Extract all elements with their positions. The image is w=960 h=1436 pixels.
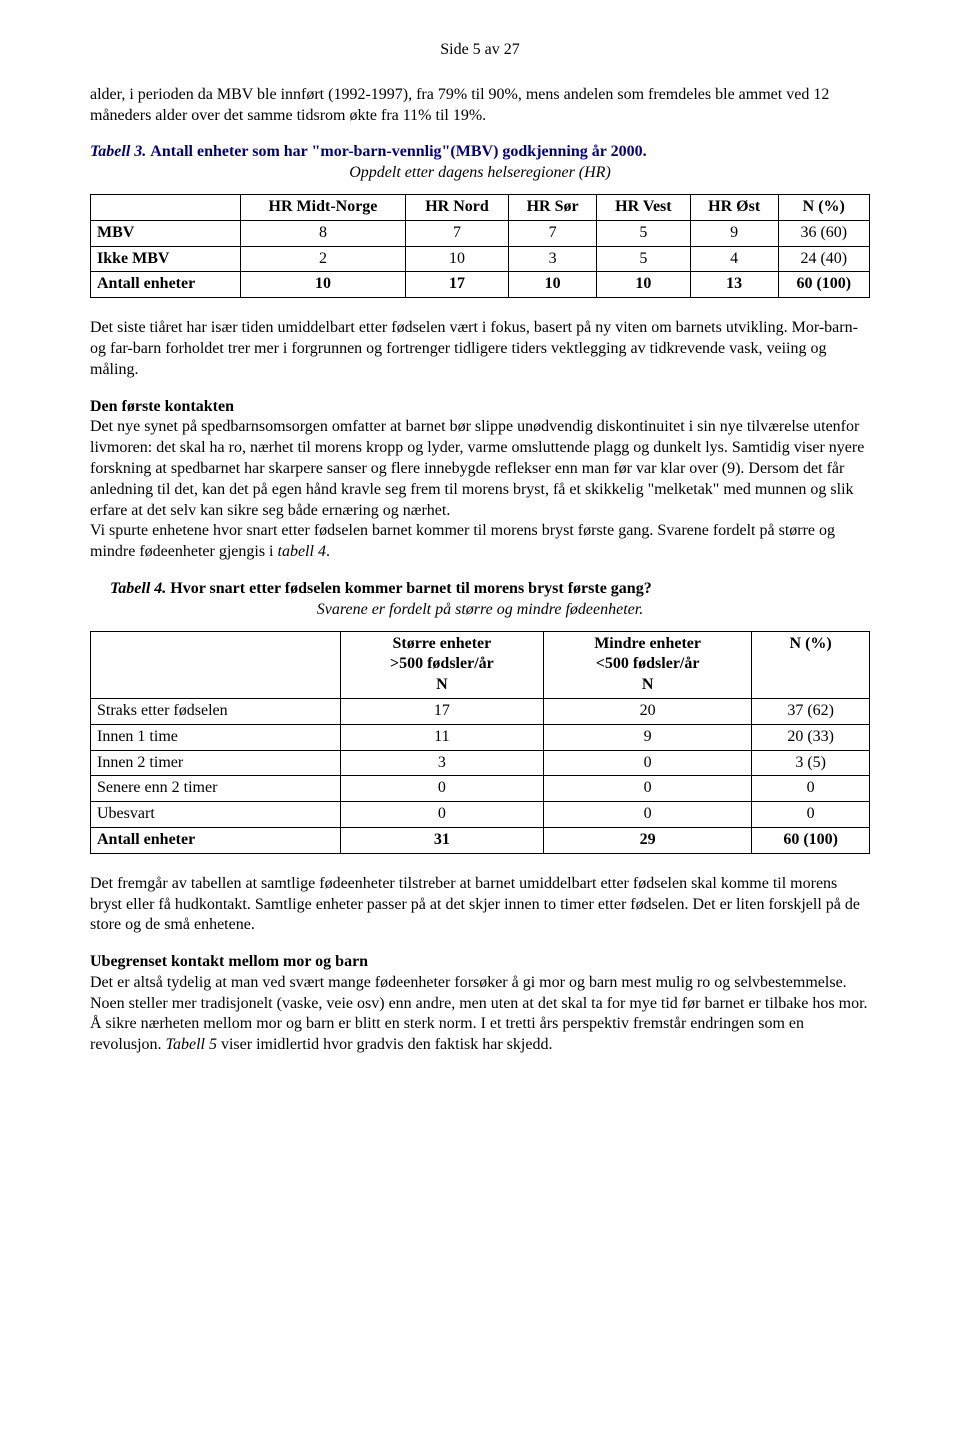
table3-header-row: HR Midt-Norge HR Nord HR Sør HR Vest HR …	[91, 194, 870, 220]
table4-cell: 37 (62)	[752, 698, 870, 724]
table3-cell: 3	[509, 246, 597, 272]
table3-cell: Antall enheter	[91, 272, 241, 298]
table4-cell: Senere enn 2 timer	[91, 776, 341, 802]
table4-cell: 31	[340, 827, 543, 853]
table4-cell: 3	[340, 750, 543, 776]
table4-cell: 0	[752, 776, 870, 802]
table4-cell: 0	[543, 802, 751, 828]
table4-cell: 0	[340, 776, 543, 802]
table4-cell: Antall enheter	[91, 827, 341, 853]
table3-title: Antall enheter som har "mor-barn-vennlig…	[150, 143, 646, 160]
section3-p-italic: Tabell 5	[166, 1036, 217, 1053]
table4-cell: 60 (100)	[752, 827, 870, 853]
table4-cell: Innen 2 timer	[91, 750, 341, 776]
table4-col-2: Mindre enheter<500 fødsler/årN	[543, 631, 751, 698]
table4-cell: 0	[543, 776, 751, 802]
table4-subtitle: Svarene er fordelt på større og mindre f…	[90, 600, 870, 621]
paragraph2: Det siste tiåret har især tiden umiddelb…	[90, 318, 870, 380]
table3-cell: 7	[405, 220, 508, 246]
table3-col-2: HR Nord	[405, 194, 508, 220]
table3-col-6: N (%)	[778, 194, 869, 220]
table4-col-3: N (%)	[752, 631, 870, 698]
table4-cell: 20 (33)	[752, 724, 870, 750]
table4-title-line: Tabell 4. Hvor snart etter fødselen komm…	[90, 579, 870, 600]
table3-col-4: HR Vest	[596, 194, 690, 220]
section3-p-b: viser imidlertid hvor gradvis den faktis…	[217, 1036, 552, 1053]
table3-row-2: Antall enheter 10 17 10 10 13 60 (100)	[91, 272, 870, 298]
table4-cell: 20	[543, 698, 751, 724]
table4-cell: 0	[752, 802, 870, 828]
table3-subtitle: Oppdelt etter dagens helseregioner (HR)	[90, 163, 870, 184]
table3-cell: 4	[690, 246, 778, 272]
table3-cell: 17	[405, 272, 508, 298]
table3-cell: 24 (40)	[778, 246, 869, 272]
table3-cell: 10	[241, 272, 406, 298]
table3-row-1: Ikke MBV 2 10 3 5 4 24 (40)	[91, 246, 870, 272]
table3-col-3: HR Sør	[509, 194, 597, 220]
table3-col-1: HR Midt-Norge	[241, 194, 406, 220]
table3-cell: 13	[690, 272, 778, 298]
table3-cell: 8	[241, 220, 406, 246]
table3-cell: 7	[509, 220, 597, 246]
table4-col-1: Større enheter>500 fødsler/årN	[340, 631, 543, 698]
table4-row-4: Ubesvart 0 0 0	[91, 802, 870, 828]
page-header: Side 5 av 27	[90, 40, 870, 61]
table3-cell: 9	[690, 220, 778, 246]
table3-col-0	[91, 194, 241, 220]
table4-row-2: Innen 2 timer 3 0 3 (5)	[91, 750, 870, 776]
section2-p2-a: Vi spurte enhetene hvor snart etter føds…	[90, 522, 835, 560]
section2-p2-b: .	[326, 543, 330, 560]
table3-col-5: HR Øst	[690, 194, 778, 220]
table3-cell: 60 (100)	[778, 272, 869, 298]
table3-title-line: Tabell 3. Antall enheter som har "mor-ba…	[90, 142, 870, 163]
table4-row-3: Senere enn 2 timer 0 0 0	[91, 776, 870, 802]
table4-cell: Innen 1 time	[91, 724, 341, 750]
table3-cell: 2	[241, 246, 406, 272]
table4-cell: 17	[340, 698, 543, 724]
table4-header-row: Større enheter>500 fødsler/årN Mindre en…	[91, 631, 870, 698]
table4-row-0: Straks etter fødselen 17 20 37 (62)	[91, 698, 870, 724]
table4-cell: 9	[543, 724, 751, 750]
section2-heading: Den første kontakten	[90, 397, 870, 418]
table3-cell: 36 (60)	[778, 220, 869, 246]
table4-title: Hvor snart etter fødselen kommer barnet …	[170, 580, 651, 597]
table4-label: Tabell 4.	[110, 580, 166, 597]
section2-p1: Det nye synet på spedbarnsomsorgen omfat…	[90, 417, 870, 521]
table4-cell: Ubesvart	[91, 802, 341, 828]
table3-cell: 5	[596, 246, 690, 272]
table3: HR Midt-Norge HR Nord HR Sør HR Vest HR …	[90, 194, 870, 298]
table3-row-0: MBV 8 7 7 5 9 36 (60)	[91, 220, 870, 246]
table3-label: Tabell 3.	[90, 143, 146, 160]
table4-row-5: Antall enheter 31 29 60 (100)	[91, 827, 870, 853]
section3-p: Det er altså tydelig at man ved svært ma…	[90, 973, 870, 1056]
table4-cell: 0	[543, 750, 751, 776]
intro-paragraph: alder, i perioden da MBV ble innført (19…	[90, 85, 870, 127]
table4-col-0	[91, 631, 341, 698]
table4: Større enheter>500 fødsler/årN Mindre en…	[90, 631, 870, 854]
table3-cell: MBV	[91, 220, 241, 246]
section3-heading: Ubegrenset kontakt mellom mor og barn	[90, 952, 870, 973]
table4-cell: Straks etter fødselen	[91, 698, 341, 724]
table4-cell: 3 (5)	[752, 750, 870, 776]
section2-p2-italic: tabell 4	[278, 543, 326, 560]
table3-cell: 10	[405, 246, 508, 272]
table3-cell: Ikke MBV	[91, 246, 241, 272]
paragraph3: Det fremgår av tabellen at samtlige føde…	[90, 874, 870, 936]
table3-cell: 10	[509, 272, 597, 298]
table3-cell: 5	[596, 220, 690, 246]
table4-cell: 11	[340, 724, 543, 750]
table4-row-1: Innen 1 time 11 9 20 (33)	[91, 724, 870, 750]
table3-cell: 10	[596, 272, 690, 298]
table4-cell: 29	[543, 827, 751, 853]
table4-cell: 0	[340, 802, 543, 828]
section2-p2: Vi spurte enhetene hvor snart etter føds…	[90, 521, 870, 563]
